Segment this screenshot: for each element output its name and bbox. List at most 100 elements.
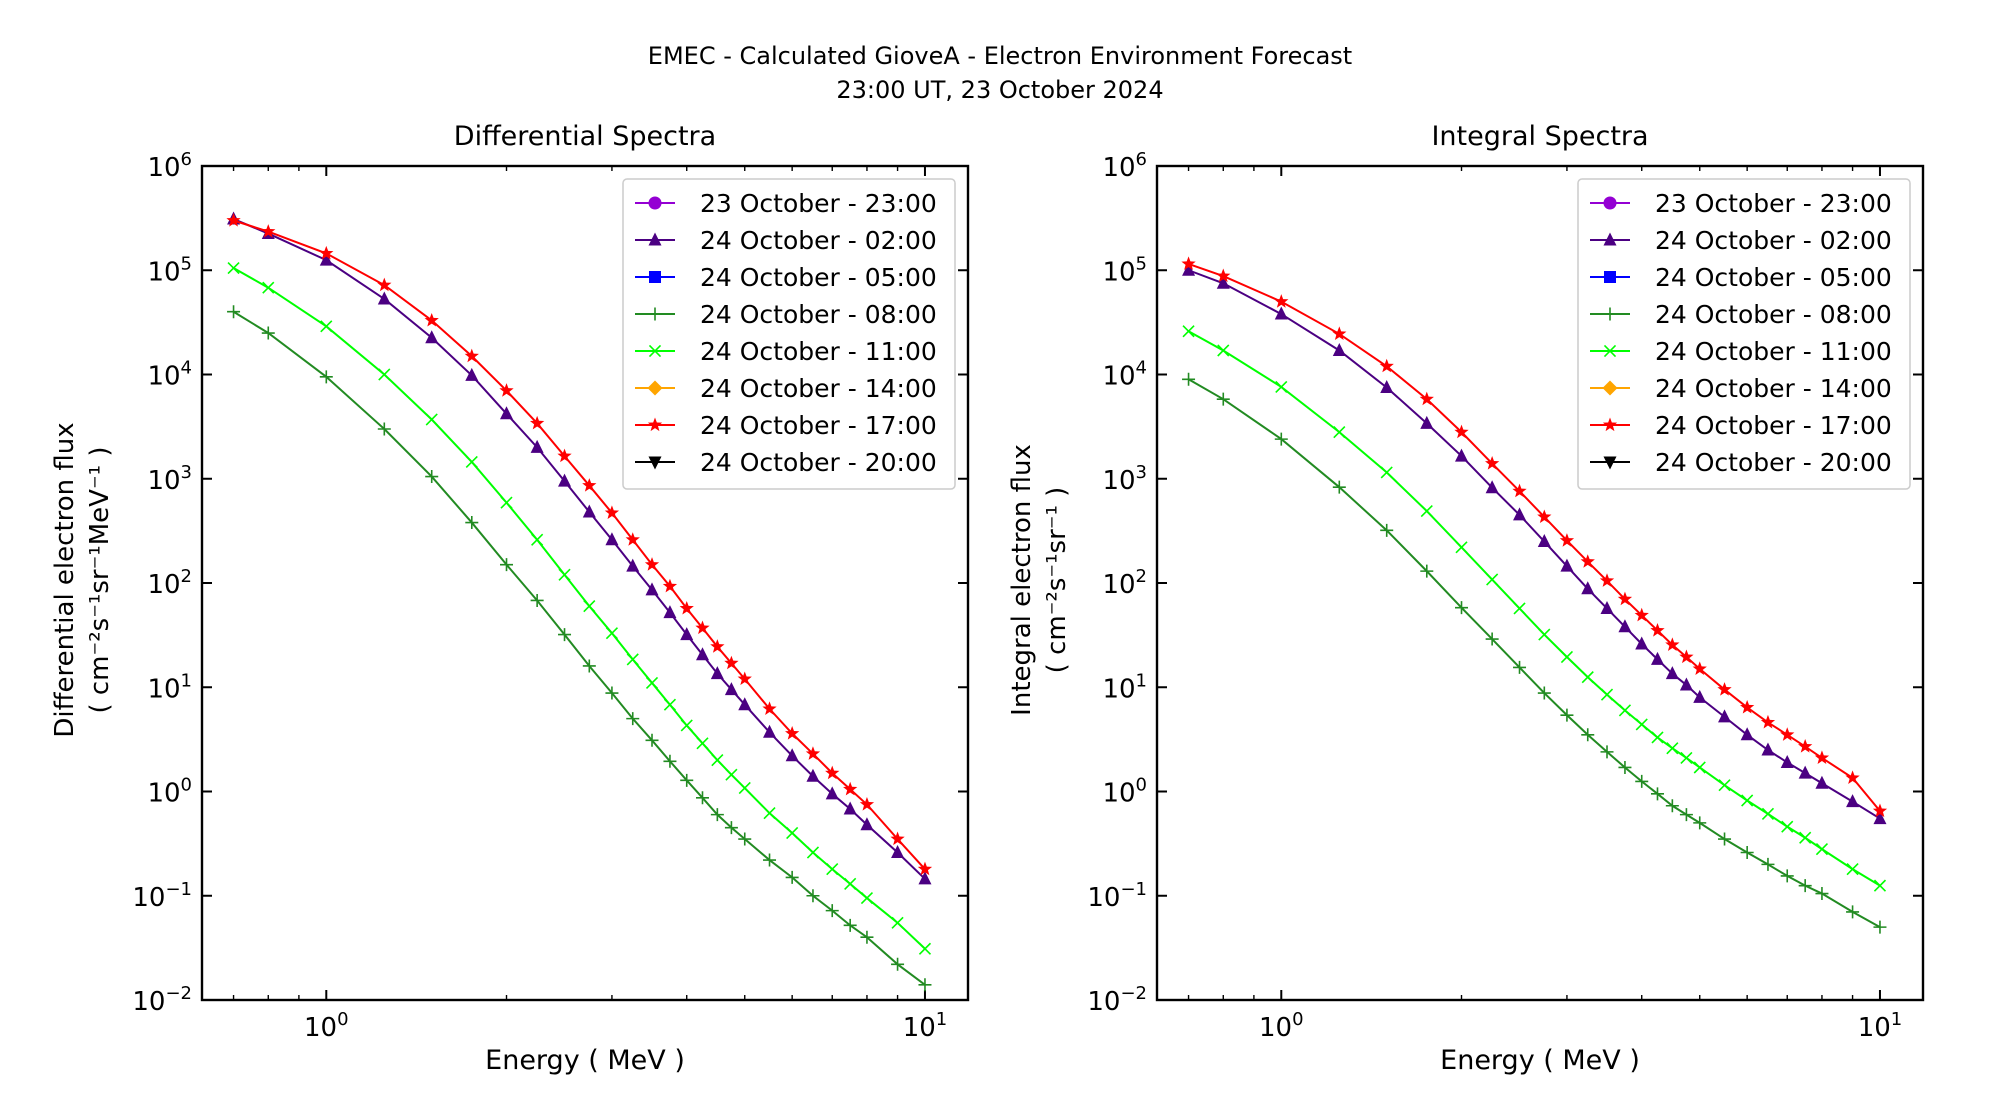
integral-data-point <box>1651 731 1664 744</box>
integral-x-tick-label: 101 <box>1858 1009 1903 1043</box>
integral-data-point <box>1182 325 1195 338</box>
differential-data-point <box>825 904 839 918</box>
integral-data-point <box>1665 666 1679 680</box>
integral-axes-frame <box>1155 164 1925 1002</box>
integral-legend-item: 24 October - 11:00 <box>1590 337 1892 366</box>
integral-data-point <box>1846 863 1859 876</box>
integral-data-point <box>1617 591 1633 606</box>
integral-data-point <box>1680 751 1693 764</box>
integral-data-point <box>1693 689 1707 703</box>
differential-legend-marker <box>647 417 663 432</box>
differential-data-point <box>465 455 478 469</box>
integral-data-point <box>1650 623 1665 637</box>
integral-data-point <box>1781 820 1794 833</box>
integral-legend-item: 24 October - 08:00 <box>1590 300 1892 329</box>
differential-data-point <box>227 261 240 275</box>
differential-data-point <box>582 504 596 518</box>
integral-data-point <box>1181 256 1196 270</box>
integral-series-0 <box>1182 372 1887 934</box>
integral-y-tick-label: 100 <box>1102 775 1147 809</box>
integral-data-point <box>1873 920 1887 934</box>
integral-legend-label: 23 October - 23:00 <box>1655 189 1892 218</box>
differential-data-point <box>425 413 438 426</box>
differential-data-point <box>644 557 660 571</box>
integral-data-point <box>1761 857 1775 871</box>
integral-data-point <box>1740 845 1754 859</box>
integral-data-point <box>1380 523 1394 537</box>
integral-legend-label: 24 October - 05:00 <box>1655 263 1892 292</box>
integral-data-point <box>1693 761 1706 774</box>
differential-data-point <box>500 496 513 509</box>
integral-legend-item: 24 October - 14:00 <box>1590 374 1892 403</box>
integral-spectra-title: Integral Spectra <box>1431 121 1648 152</box>
differential-legend-marker <box>648 307 662 321</box>
integral-data-point <box>1486 573 1499 586</box>
differential-data-point <box>826 863 839 876</box>
integral-legend-box <box>1577 178 1911 490</box>
differential-series-0 <box>227 305 932 992</box>
differential-y-axis-label-line1: Differential electron flux <box>50 422 80 737</box>
integral-data-point <box>1380 380 1394 394</box>
differential-data-point <box>558 473 572 487</box>
differential-data-point <box>859 797 875 811</box>
integral-data-point <box>1718 779 1731 792</box>
differential-data-point <box>738 781 751 795</box>
differential-data-point <box>424 312 439 327</box>
integral-data-point <box>1581 671 1594 684</box>
integral-data-point <box>1216 268 1231 283</box>
integral-legend-marker <box>1603 344 1617 358</box>
differential-data-point <box>724 821 738 835</box>
integral-legend: 23 October - 23:00 24 October - 02:00 24 O… <box>1577 178 1911 490</box>
differential-data-point <box>261 326 275 340</box>
integral-data-point <box>1560 650 1574 664</box>
differential-data-point <box>738 697 752 711</box>
differential-legend-marker <box>648 196 662 210</box>
differential-data-point <box>696 737 709 750</box>
integral-data-point <box>1274 294 1289 308</box>
integral-data-point <box>1332 480 1346 494</box>
integral-data-point <box>1618 619 1632 633</box>
differential-data-point <box>710 639 725 653</box>
integral-data-point <box>1513 507 1527 521</box>
integral-data-point <box>1380 466 1393 479</box>
integral-data-point <box>1581 728 1595 742</box>
differential-data-point <box>465 367 479 381</box>
differential-legend-label: 24 October - 20:00 <box>700 448 937 477</box>
differential-data-point <box>626 558 640 572</box>
differential-data-point <box>583 600 596 613</box>
integral-y-axis-label-line1: Integral electron flux <box>1007 444 1037 716</box>
differential-data-point <box>377 291 391 305</box>
integral-data-point <box>1872 803 1888 818</box>
integral-legend-marker <box>1603 456 1617 470</box>
differential-data-point <box>377 277 392 292</box>
integral-data-point <box>1512 483 1527 498</box>
differential-data-point <box>918 871 932 885</box>
integral-data-point <box>1216 392 1230 406</box>
differential-data-point <box>917 861 933 876</box>
integral-data-point <box>1537 534 1551 548</box>
differential-legend-marker <box>648 456 662 470</box>
differential-data-point <box>785 870 799 884</box>
integral-data-point <box>1692 661 1707 675</box>
differential-data-point <box>645 733 659 747</box>
integral-y-tick-label: 106 <box>1102 149 1147 183</box>
integral-data-point <box>1332 342 1346 356</box>
differential-data-point <box>860 817 874 831</box>
integral-legend-item: 23 October - 23:00 <box>1590 189 1892 218</box>
integral-data-point <box>1275 380 1288 394</box>
differential-y-tick-label: 105 <box>147 253 192 287</box>
integral-legend-marker <box>1604 271 1616 283</box>
differential-legend-label: 24 October - 02:00 <box>700 226 937 255</box>
differential-data-point <box>725 768 738 781</box>
integral-data-point <box>1845 770 1860 784</box>
differential-series-3 <box>226 213 933 876</box>
differential-data-point <box>710 666 724 680</box>
figure-title: EMEC - Calculated GioveA - Electron Envi… <box>647 42 1353 70</box>
differential-data-point <box>605 627 619 640</box>
differential-data-point <box>860 891 874 905</box>
differential-data-point <box>843 781 858 796</box>
integral-legend-label: 24 October - 11:00 <box>1655 337 1892 366</box>
differential-legend-marker <box>649 271 661 283</box>
